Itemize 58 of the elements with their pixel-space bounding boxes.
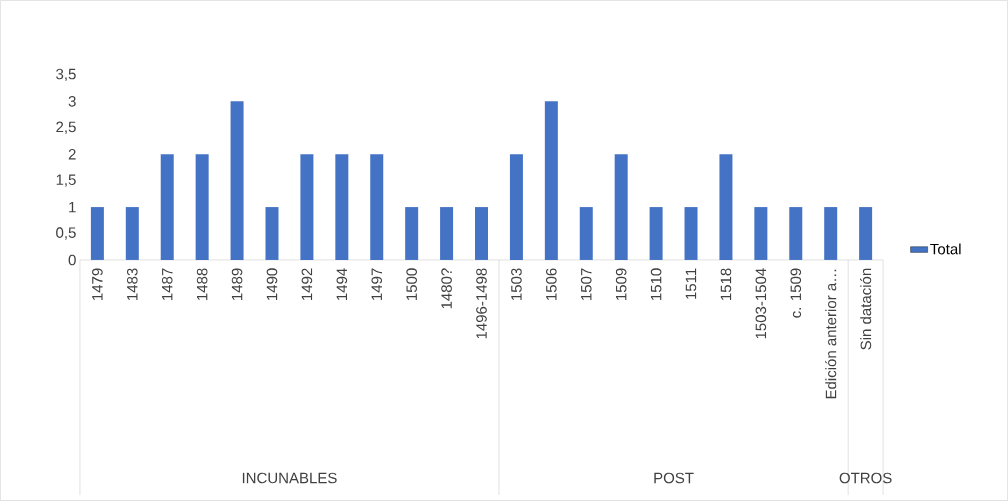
x-tick-label: c. 1509 bbox=[790, 268, 802, 318]
bar bbox=[440, 207, 454, 260]
bar bbox=[509, 154, 523, 260]
x-tick-label: 1490 bbox=[266, 268, 278, 301]
x-tick-label: 1518 bbox=[720, 268, 732, 301]
text: POST bbox=[654, 472, 694, 484]
y-tick-label: 3 bbox=[68, 96, 76, 107]
x-tick-label: 1494 bbox=[336, 268, 348, 301]
y-tick-label: 2,5 bbox=[56, 121, 76, 135]
bar bbox=[405, 207, 419, 260]
bar bbox=[265, 207, 279, 260]
bar bbox=[300, 154, 314, 260]
bar bbox=[684, 207, 698, 260]
x-tick-label: 1510 bbox=[650, 268, 662, 301]
bar bbox=[649, 207, 663, 260]
x-tick-label: 1509 bbox=[615, 268, 627, 301]
bar bbox=[125, 207, 139, 260]
legend-label: Total bbox=[930, 243, 961, 255]
bar bbox=[195, 154, 209, 260]
text: OTROS bbox=[839, 472, 892, 484]
y-tick-label: 0 bbox=[68, 254, 76, 266]
text: INCUNABLES bbox=[242, 472, 337, 484]
bar bbox=[160, 154, 174, 260]
bar bbox=[335, 154, 349, 260]
x-tick-label: 1507 bbox=[580, 268, 592, 301]
bar bbox=[475, 207, 488, 260]
y-tick-label: 0,5 bbox=[56, 227, 76, 240]
bar bbox=[579, 207, 593, 260]
x-tick-label: 1503-1504 bbox=[755, 268, 767, 339]
bar bbox=[824, 207, 838, 260]
y-tick-label: 1 bbox=[69, 201, 76, 213]
x-tick-label: 1492 bbox=[301, 268, 313, 301]
y-tick-label: 3,5 bbox=[56, 68, 76, 82]
x-tick-label: 1497 bbox=[371, 268, 383, 301]
bar bbox=[544, 101, 558, 260]
bar bbox=[719, 154, 733, 260]
x-tick-label: Edición anterior a… bbox=[825, 269, 837, 399]
bar bbox=[370, 154, 384, 260]
x-tick-label: 1496-1498 bbox=[476, 268, 487, 339]
x-tick-label: 1480? bbox=[441, 268, 452, 309]
bar bbox=[90, 207, 104, 260]
bar bbox=[859, 207, 873, 260]
x-tick-label: 1489 bbox=[231, 268, 243, 301]
x-tick-label: Sin datación bbox=[860, 268, 872, 350]
bar bbox=[789, 207, 803, 260]
x-tick-label: 1487 bbox=[161, 268, 173, 301]
x-tick-label: 1479 bbox=[92, 268, 103, 301]
x-tick-label: 1506 bbox=[546, 268, 557, 301]
bar bbox=[230, 101, 244, 260]
x-tick-label: 1488 bbox=[196, 268, 208, 301]
x-tick-label: 1500 bbox=[406, 268, 417, 301]
bar bbox=[754, 207, 768, 260]
bar bbox=[614, 154, 628, 260]
x-tick-label: 1503 bbox=[511, 268, 522, 301]
x-tick-label: 1511 bbox=[685, 268, 697, 299]
x-tick-label: 1483 bbox=[126, 268, 138, 301]
y-tick-label: 1,5 bbox=[56, 174, 76, 187]
y-tick-label: 2 bbox=[68, 149, 76, 160]
